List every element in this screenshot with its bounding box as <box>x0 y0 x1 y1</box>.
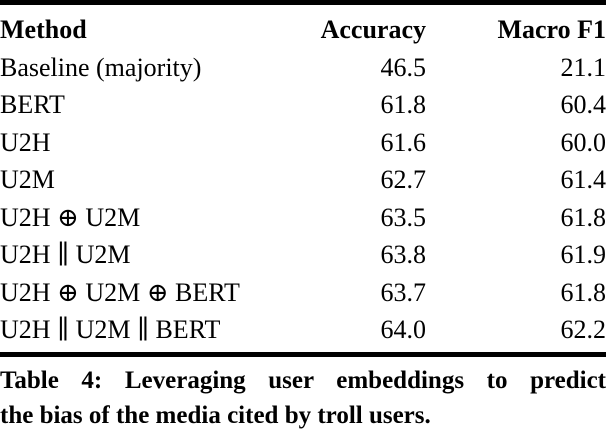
macro-f1-cell: 61.8 <box>560 277 606 307</box>
accuracy-cell: 61.8 <box>380 90 427 119</box>
macro-f1-cell: 61.9 <box>560 240 606 269</box>
macro-f1-cell: 60.0 <box>560 127 606 157</box>
macro-f1-cell: 21.1 <box>560 52 606 82</box>
table-caption: Table 4: Leveraging user embeddings to p… <box>0 363 606 433</box>
column-header-accuracy: Accuracy <box>320 15 426 44</box>
column-header-method: Method <box>0 15 87 44</box>
method-cell: U2H ⊕ U2M <box>0 202 141 232</box>
accuracy-cell: 63.7 <box>380 277 427 307</box>
macro-f1-cell: 61.4 <box>560 165 606 194</box>
table-caption-line-1: Table 4: Leveraging user embeddings to p… <box>0 366 606 394</box>
accuracy-cell: 46.5 <box>380 52 427 82</box>
table-row: U2H ⊕ U2M ⊕ BERT 63.7 61.8 <box>0 274 606 312</box>
table-row: BERT 61.8 60.4 <box>0 86 606 124</box>
accuracy-cell: 62.7 <box>380 165 427 194</box>
accuracy-cell: 64.0 <box>380 315 427 344</box>
macro-f1-cell: 60.4 <box>560 90 606 119</box>
table-row: U2H ∥ U2M 63.8 61.9 <box>0 236 606 274</box>
macro-f1-cell: 61.8 <box>560 202 606 232</box>
method-cell: BERT <box>0 90 65 119</box>
accuracy-cell: 61.6 <box>380 127 427 157</box>
method-cell: U2H ∥ U2M <box>0 240 131 269</box>
accuracy-cell: 63.5 <box>380 202 427 232</box>
header-row: Method Accuracy Macro F1 <box>0 11 606 49</box>
table-row: Baseline (majority) 46.5 21.1 <box>0 49 606 87</box>
table-row: U2M 62.7 61.4 <box>0 161 606 199</box>
method-cell: U2M <box>0 165 55 194</box>
accuracy-cell: 63.8 <box>380 240 427 269</box>
table-row: U2H 61.6 60.0 <box>0 124 606 162</box>
column-header-macro-f1: Macro F1 <box>497 15 606 44</box>
table-row: U2H ⊕ U2M 63.5 61.8 <box>0 199 606 237</box>
table-caption-line-2: the bias of the media cited by troll use… <box>0 401 431 429</box>
results-table-frame: Method Accuracy Macro F1 Baseline (major… <box>0 0 606 357</box>
method-cell: U2H ∥ U2M ∥ BERT <box>0 315 221 344</box>
results-table: Method Accuracy Macro F1 Baseline (major… <box>0 11 606 349</box>
method-cell: U2H ⊕ U2M ⊕ BERT <box>0 277 240 307</box>
method-cell: Baseline (majority) <box>0 52 202 82</box>
method-cell: U2H <box>0 127 51 157</box>
macro-f1-cell: 62.2 <box>560 315 606 344</box>
table-row: U2H ∥ U2M ∥ BERT 64.0 62.2 <box>0 311 606 349</box>
